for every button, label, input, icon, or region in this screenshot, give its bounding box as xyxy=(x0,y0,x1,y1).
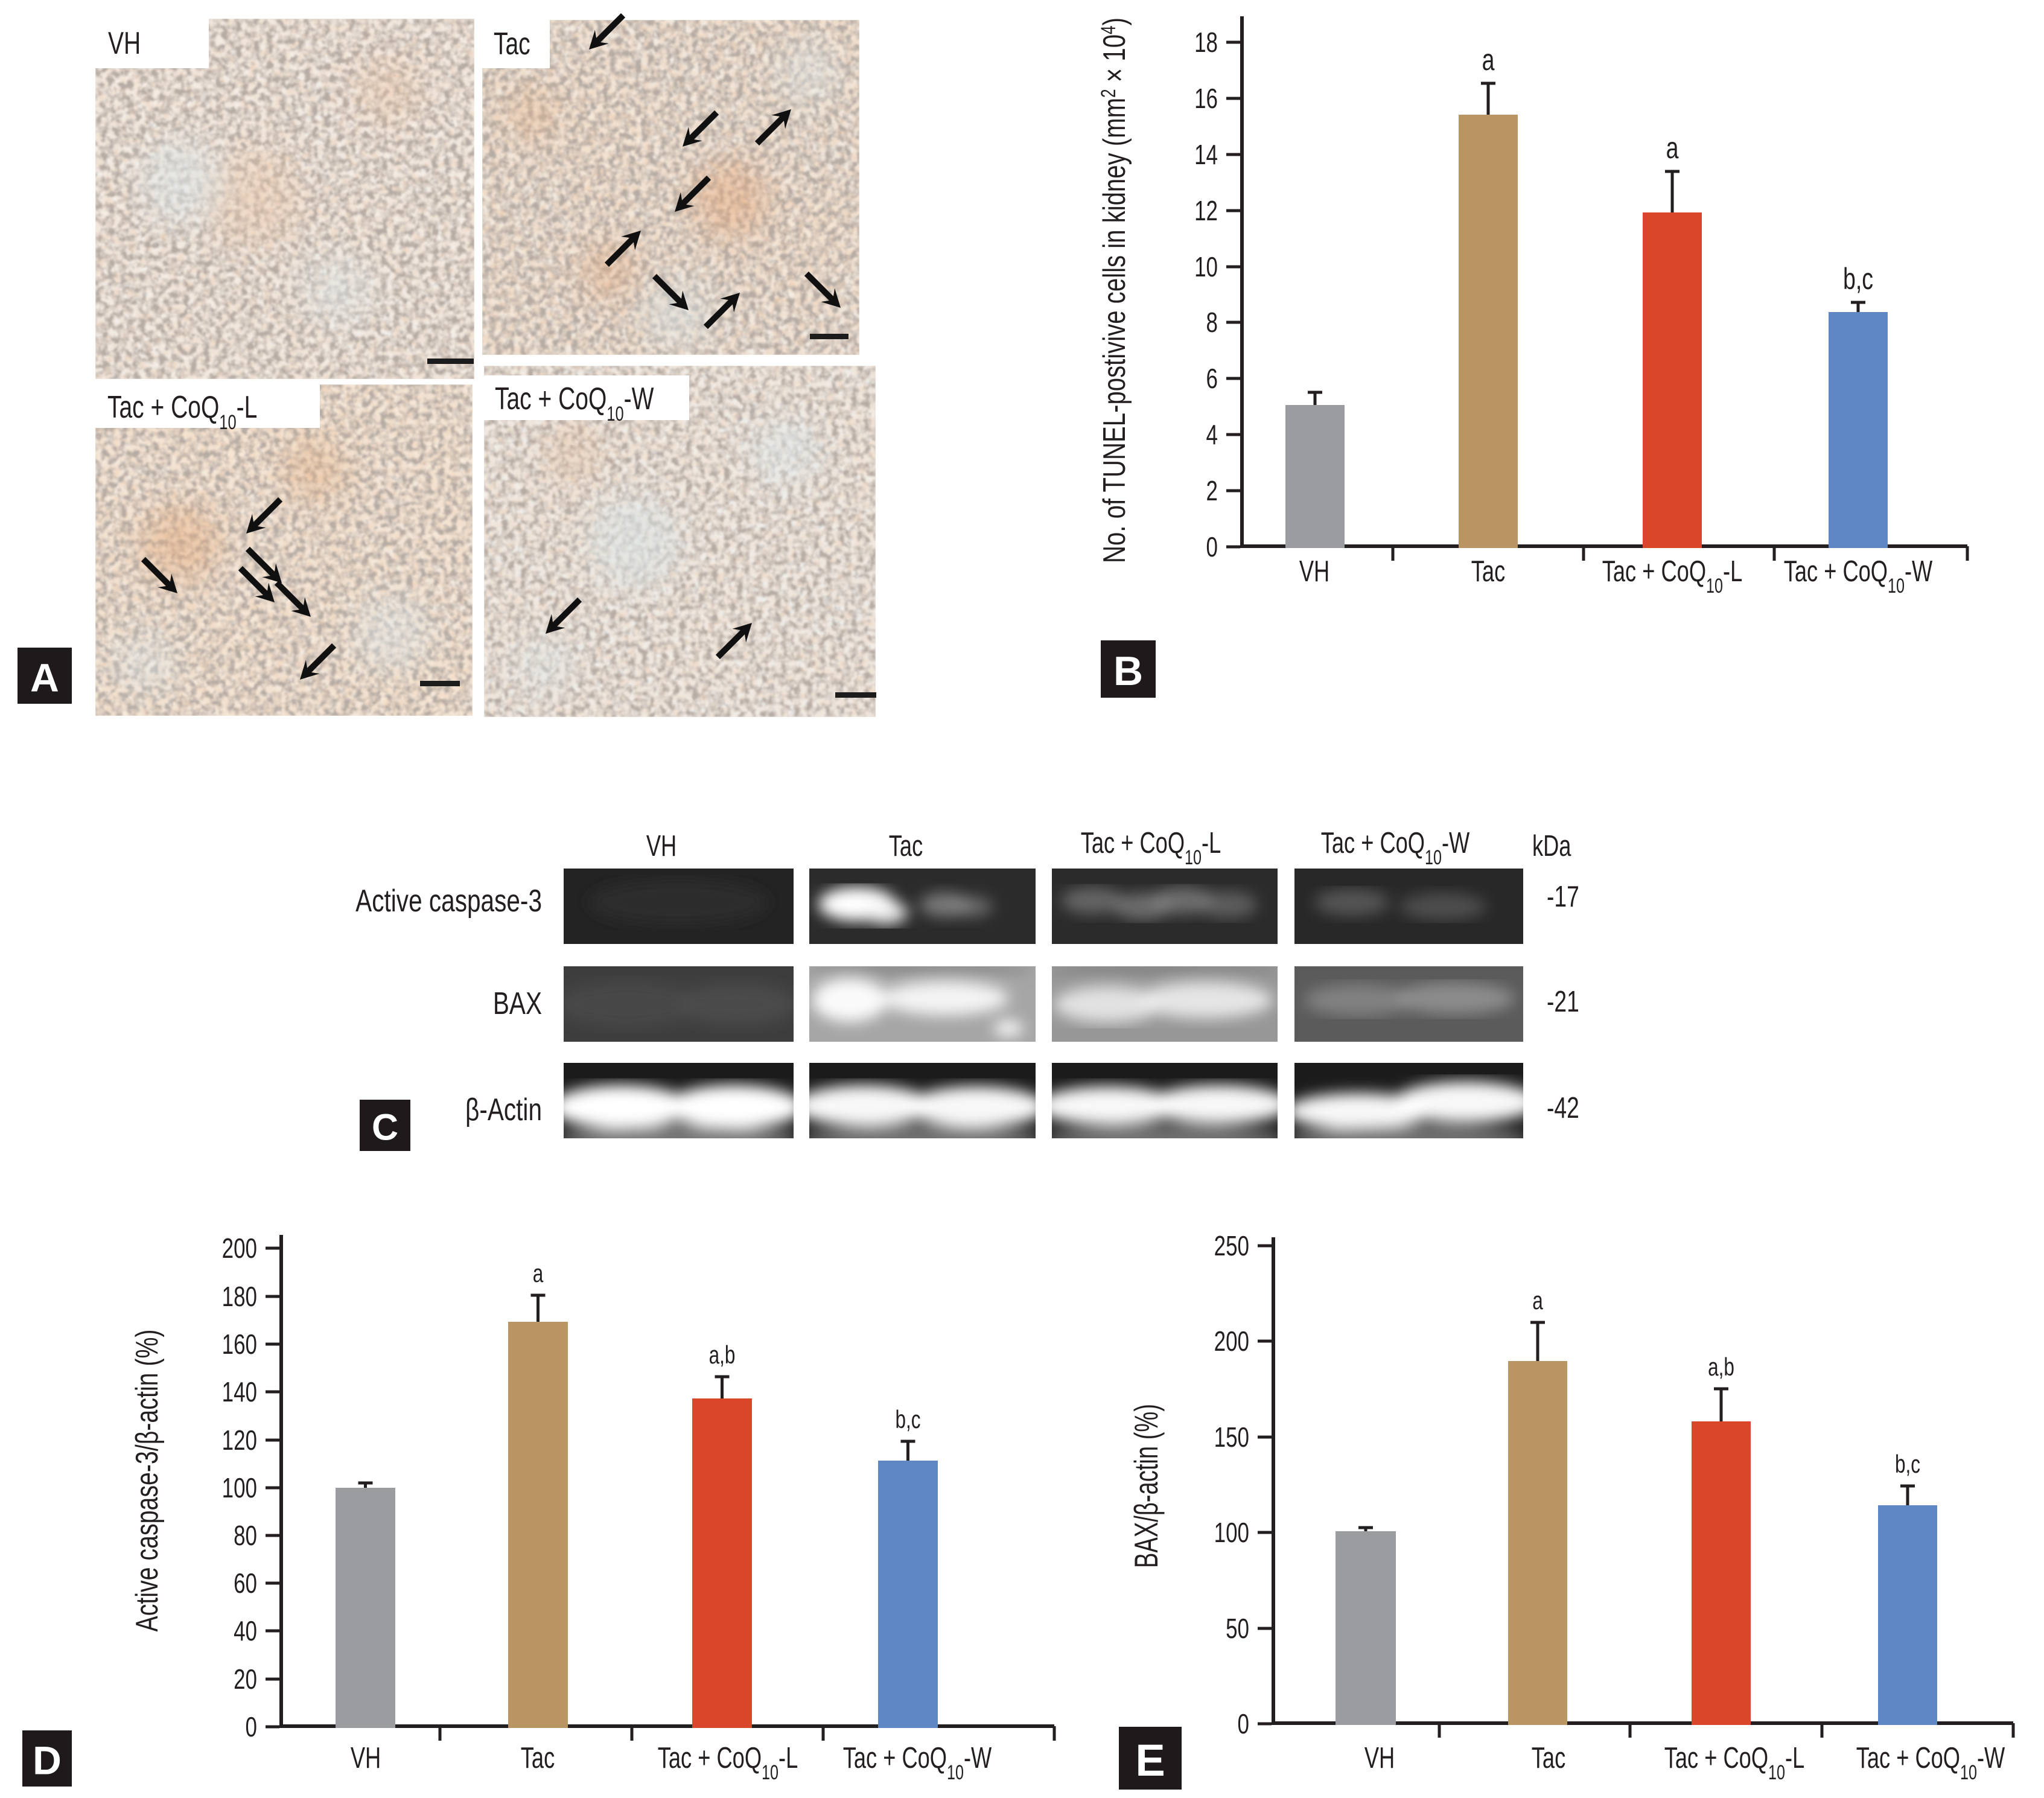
svg-text:140: 140 xyxy=(222,1376,257,1407)
svg-text:200: 200 xyxy=(1214,1325,1249,1357)
svg-text:No. of TUNEL-postivive cells i: No. of TUNEL-postivive cells in kidney (… xyxy=(1097,18,1132,563)
svg-text:40: 40 xyxy=(234,1615,257,1647)
svg-text:b,c: b,c xyxy=(1895,1450,1920,1479)
svg-text:VH: VH xyxy=(351,1742,381,1775)
svg-text:50: 50 xyxy=(1226,1613,1249,1644)
svg-text:β-Actin: β-Actin xyxy=(465,1092,542,1127)
svg-text:-42: -42 xyxy=(1547,1092,1579,1124)
svg-text:a: a xyxy=(1482,43,1495,77)
svg-text:VH: VH xyxy=(1299,555,1329,588)
svg-text:150: 150 xyxy=(1214,1421,1249,1453)
svg-text:a,b: a,b xyxy=(709,1341,736,1369)
svg-text:Tac + CoQ10-L: Tac + CoQ10-L xyxy=(1602,555,1742,598)
svg-text:Active caspase-3: Active caspase-3 xyxy=(355,883,542,918)
svg-text:4: 4 xyxy=(1206,419,1218,450)
svg-text:a: a xyxy=(1532,1286,1543,1315)
svg-text:Tac + CoQ10-W: Tac + CoQ10-W xyxy=(495,380,654,425)
svg-text:Active caspase-3/β-actin (%): Active caspase-3/β-actin (%) xyxy=(130,1330,165,1632)
svg-text:Tac + CoQ10-L: Tac + CoQ10-L xyxy=(107,389,257,433)
svg-text:200: 200 xyxy=(222,1232,257,1264)
svg-text:Tac: Tac xyxy=(1532,1742,1565,1775)
svg-text:250: 250 xyxy=(1214,1230,1249,1261)
svg-text:a: a xyxy=(1666,132,1679,165)
svg-text:Tac + CoQ10-W: Tac + CoQ10-W xyxy=(1856,1742,2005,1784)
svg-text:180: 180 xyxy=(222,1281,257,1312)
svg-text:Tac + CoQ10-W: Tac + CoQ10-W xyxy=(1321,827,1470,869)
svg-text:BAX/β-actin (%): BAX/β-actin (%) xyxy=(1127,1404,1165,1568)
svg-text:8: 8 xyxy=(1206,307,1218,338)
svg-text:12: 12 xyxy=(1194,195,1218,226)
svg-text:D: D xyxy=(33,1738,62,1783)
svg-text:-17: -17 xyxy=(1547,881,1579,913)
svg-text:14: 14 xyxy=(1194,139,1218,170)
svg-text:Tac + CoQ10-L: Tac + CoQ10-L xyxy=(1081,827,1221,869)
svg-text:Tac: Tac xyxy=(494,25,530,61)
svg-text:VH: VH xyxy=(646,830,677,863)
svg-text:C: C xyxy=(372,1106,398,1147)
svg-text:60: 60 xyxy=(234,1567,257,1599)
svg-text:Tac + CoQ10-W: Tac + CoQ10-W xyxy=(843,1742,992,1784)
svg-text:B: B xyxy=(1113,648,1143,694)
svg-text:-21: -21 xyxy=(1547,986,1579,1018)
svg-text:0: 0 xyxy=(1238,1708,1249,1739)
svg-text:120: 120 xyxy=(222,1424,257,1456)
svg-text:80: 80 xyxy=(234,1520,257,1551)
svg-text:VH: VH xyxy=(108,25,141,60)
svg-text:Tac: Tac xyxy=(521,1742,555,1775)
svg-text:E: E xyxy=(1135,1735,1165,1785)
svg-text:a: a xyxy=(533,1259,544,1288)
svg-text:a,b: a,b xyxy=(1708,1353,1734,1382)
svg-text:0: 0 xyxy=(246,1711,257,1742)
svg-text:18: 18 xyxy=(1194,27,1218,58)
svg-text:b,c: b,c xyxy=(895,1405,920,1434)
svg-text:10: 10 xyxy=(1194,251,1218,282)
svg-text:Tac + CoQ10-L: Tac + CoQ10-L xyxy=(1664,1742,1804,1784)
svg-text:100: 100 xyxy=(1214,1517,1249,1548)
svg-text:b,c: b,c xyxy=(1843,263,1873,296)
svg-text:Tac + CoQ10-W: Tac + CoQ10-W xyxy=(1784,555,1933,598)
svg-text:Tac: Tac xyxy=(1471,555,1505,588)
svg-text:160: 160 xyxy=(222,1328,257,1360)
svg-text:BAX: BAX xyxy=(493,986,542,1021)
svg-text:16: 16 xyxy=(1194,83,1218,114)
svg-text:A: A xyxy=(30,655,59,700)
svg-text:kDa: kDa xyxy=(1532,830,1571,863)
svg-text:100: 100 xyxy=(222,1472,257,1503)
svg-text:Tac: Tac xyxy=(889,830,923,863)
svg-text:VH: VH xyxy=(1364,1742,1395,1775)
svg-text:Tac + CoQ10-L: Tac + CoQ10-L xyxy=(658,1742,798,1784)
svg-text:20: 20 xyxy=(234,1663,257,1695)
svg-text:6: 6 xyxy=(1206,363,1218,394)
svg-text:0: 0 xyxy=(1206,531,1218,563)
svg-text:2: 2 xyxy=(1206,475,1218,506)
